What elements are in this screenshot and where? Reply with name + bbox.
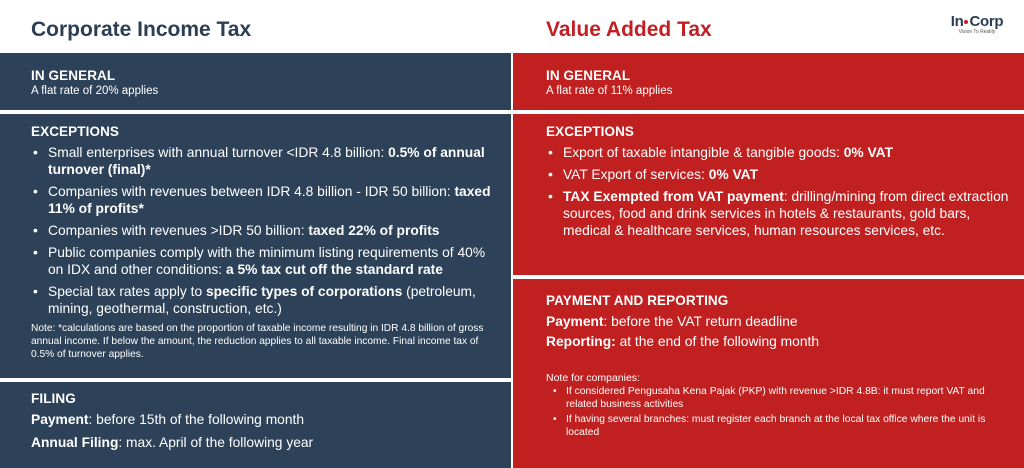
cit-filing-panel: FILING Payment: before 15th of the follo… <box>0 382 511 468</box>
vat-general-heading: IN GENERAL <box>546 68 631 83</box>
cit-general-heading: IN GENERAL <box>31 68 116 83</box>
vat-payment-heading: PAYMENT AND REPORTING <box>546 293 729 308</box>
vat-note-item: If having several branches: must registe… <box>546 414 1010 439</box>
vat-exception-item: TAX Exempted from VAT payment: drilling/… <box>546 188 1010 239</box>
incorp-logo: In Corp Vision To Reality <box>944 13 1010 35</box>
cit-general-panel: IN GENERAL A flat rate of 20% applies <box>0 53 511 110</box>
vat-note-title: Note for companies: <box>546 372 640 384</box>
cit-exception-item: Companies with revenues >IDR 50 billion:… <box>31 222 497 239</box>
cit-title: Corporate Income Tax <box>31 18 252 41</box>
vat-exceptions-list: Export of taxable intangible & tangible … <box>546 144 1010 239</box>
cit-general-text: A flat rate of 20% applies <box>31 85 159 97</box>
vat-payment-panel: PAYMENT AND REPORTING Payment: before th… <box>513 279 1024 468</box>
vat-exception-item: Export of taxable intangible & tangible … <box>546 144 1010 161</box>
vat-title: Value Added Tax <box>546 18 712 41</box>
vat-note-list: If considered Pengusaha Kena Pajak (PKP)… <box>546 386 1010 439</box>
logo-right: Corp <box>969 13 1004 30</box>
vat-reporting-line: Reporting: at the end of the following m… <box>546 334 820 349</box>
logo-wordmark: In Corp <box>944 13 1010 30</box>
vat-note-item: If considered Pengusaha Kena Pajak (PKP)… <box>546 386 1010 411</box>
logo-dot-icon <box>964 20 969 25</box>
logo-tagline: Vision To Reality <box>958 29 996 35</box>
logo-left: In <box>950 13 964 30</box>
vat-general-text: A flat rate of 11% applies <box>546 85 673 97</box>
vat-payment-line: Payment: before the VAT return deadline <box>546 314 798 329</box>
cit-exception-item: Special tax rates apply to specific type… <box>31 283 497 317</box>
cit-filing-annual: Annual Filing: max. April of the followi… <box>31 435 314 450</box>
vat-general-panel: IN GENERAL A flat rate of 11% applies <box>513 53 1024 110</box>
vat-exception-item: VAT Export of services: 0% VAT <box>546 166 1010 183</box>
cit-exception-item: Public companies comply with the minimum… <box>31 244 497 278</box>
cit-filing-payment: Payment: before 15th of the following mo… <box>31 412 305 427</box>
cit-filing-heading: FILING <box>31 391 76 406</box>
cit-exception-item: Small enterprises with annual turnover <… <box>31 144 497 178</box>
cit-exceptions-heading: EXCEPTIONS <box>31 124 120 139</box>
vat-exceptions-heading: EXCEPTIONS <box>546 124 635 139</box>
cit-exceptions-list: Small enterprises with annual turnover <… <box>31 144 497 317</box>
cit-exceptions-panel: EXCEPTIONS Small enterprises with annual… <box>0 114 511 378</box>
cit-exception-item: Companies with revenues between IDR 4.8 … <box>31 183 497 217</box>
cit-exceptions-note: Note: *calculations are based on the pro… <box>31 323 484 360</box>
vat-exceptions-panel: EXCEPTIONS Export of taxable intangible … <box>513 114 1024 275</box>
